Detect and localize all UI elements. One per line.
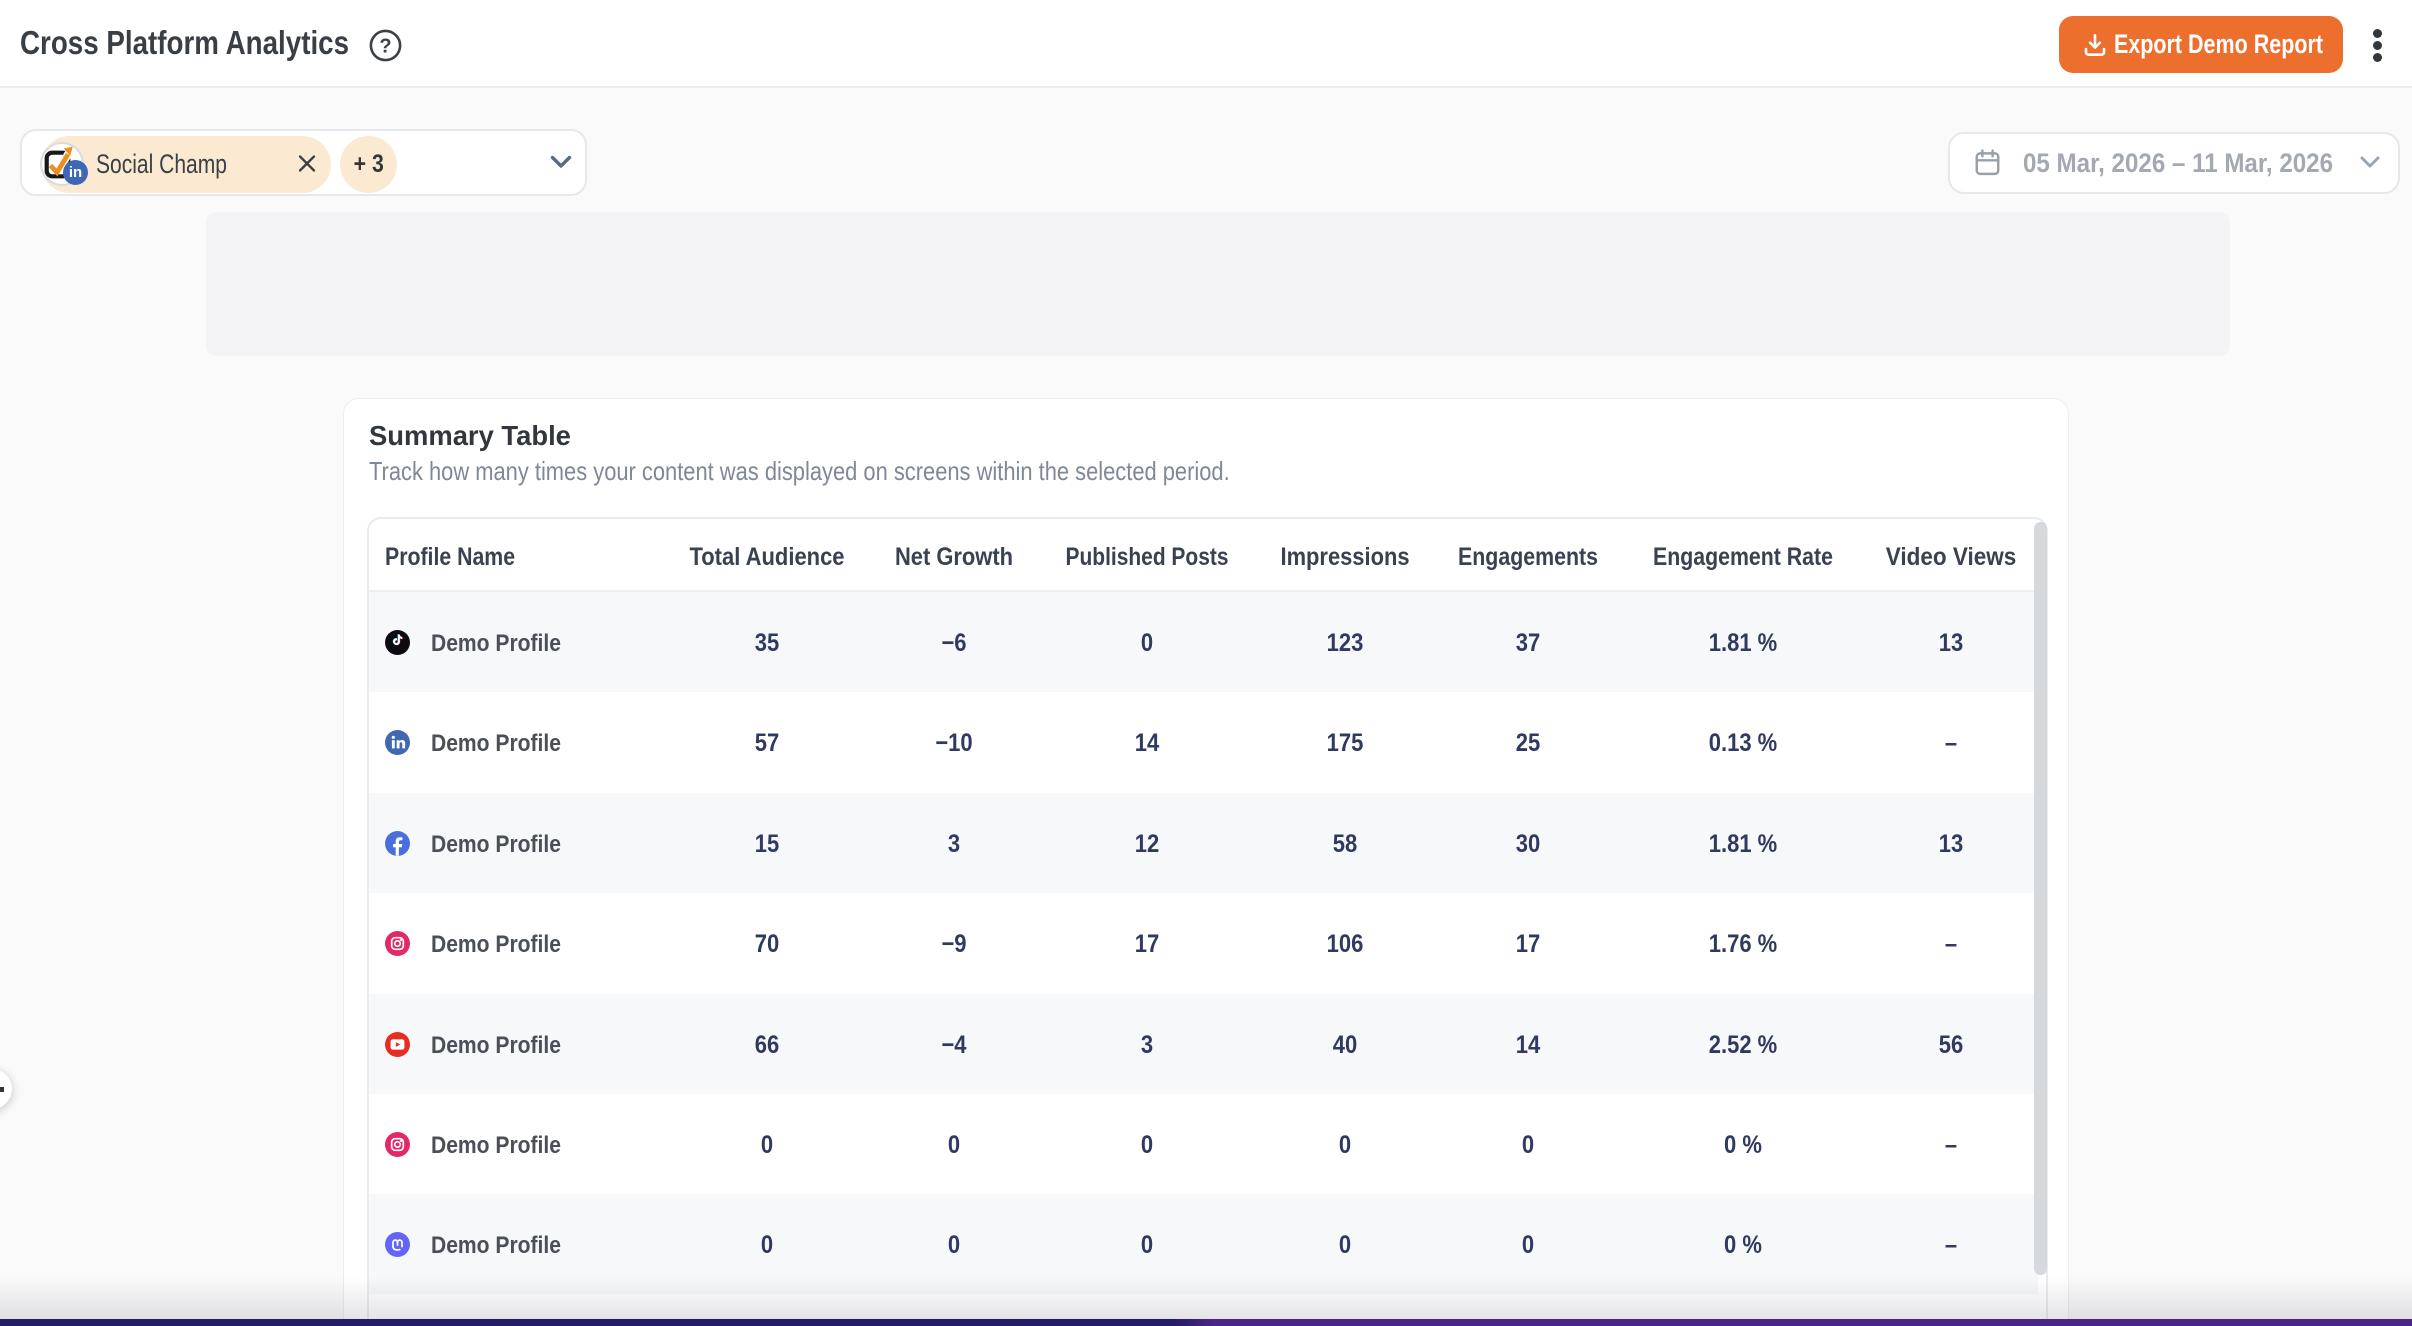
svg-text:?: ? [379, 36, 391, 58]
